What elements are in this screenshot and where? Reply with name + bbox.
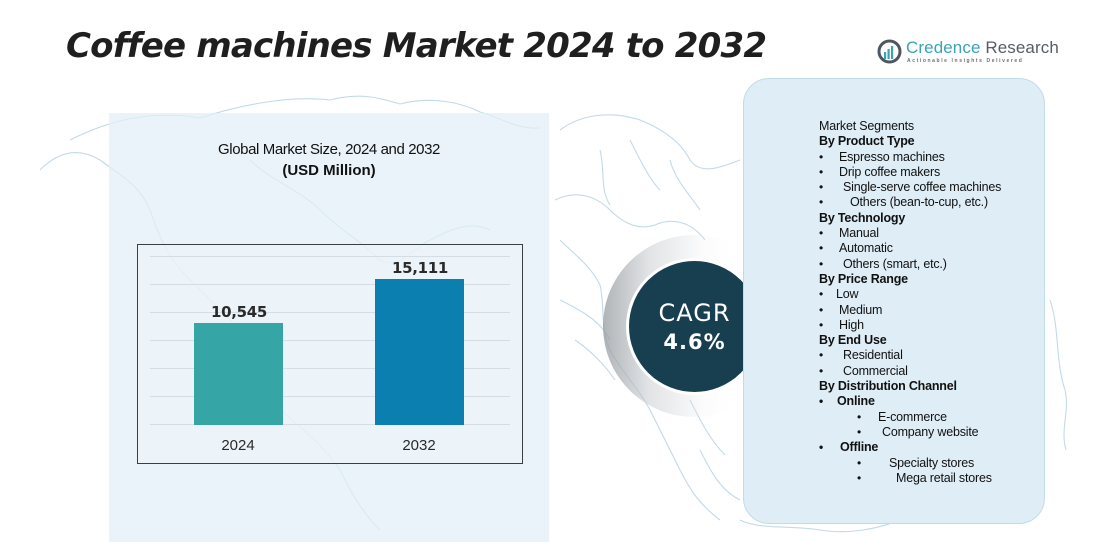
segment-text: High <box>839 317 864 332</box>
page-title: Coffee machines Market 2024 to 2032 <box>66 26 767 66</box>
segment-text: Manual <box>839 226 879 241</box>
logo-wordmark: Credence Research <box>906 38 1059 58</box>
brand-logo: Credence Research Actionable Insights De… <box>877 38 1059 66</box>
segment-text: Others (smart, etc.) <box>843 256 947 271</box>
bullet-icon: • <box>819 287 824 302</box>
logo-name-part1: Credence <box>906 38 981 57</box>
cagr-label: CAGR <box>658 298 731 327</box>
bullet-icon: • <box>819 195 824 210</box>
bullet-icon: • <box>819 241 824 256</box>
segment-text: Espresso machines <box>839 149 945 164</box>
segment-item: • Others (bean-to-cup, etc.) <box>819 195 1049 210</box>
segment-category: By Price Range <box>819 272 1049 287</box>
bullet-icon: • <box>819 164 824 179</box>
bullet-icon: • <box>857 424 862 439</box>
segment-text: Low <box>836 287 859 302</box>
gridline <box>150 284 510 285</box>
segment-item: • Medium <box>819 303 1049 318</box>
bullet-icon: • <box>819 302 824 317</box>
segment-text: Single-serve coffee machines <box>843 180 1002 195</box>
bar-2024 <box>194 323 283 425</box>
bullet-icon: • <box>819 317 824 332</box>
segments-heading: Market Segments <box>819 119 1049 134</box>
segment-item: • Espresso machines <box>819 150 1049 165</box>
bullet-icon: • <box>857 470 862 485</box>
gridline <box>150 340 510 341</box>
bar-value-label-2032: 15,111 <box>391 259 449 277</box>
gridline <box>150 424 510 425</box>
segment-text: By Technology <box>819 210 906 225</box>
market-segments-panel <box>743 78 1045 524</box>
chart-title: Global Market Size, 2024 and 2032 <box>218 141 440 158</box>
segment-item: • Manual <box>819 226 1049 241</box>
segment-item: • Others (smart, etc.) <box>819 257 1049 272</box>
segment-text: By Distribution Channel <box>819 379 957 394</box>
segment-item: • High <box>819 318 1049 333</box>
segment-category: By Product Type <box>819 134 1049 149</box>
segment-text: E-commerce <box>878 409 947 424</box>
gridline <box>150 312 510 313</box>
x-axis-label-2032: 2032 <box>402 437 436 454</box>
chart-unit: (USD Million) <box>282 162 376 179</box>
bullet-icon: • <box>819 440 824 455</box>
bullet-icon: • <box>819 394 824 409</box>
segment-item: • Company website <box>819 425 1049 440</box>
segment-text: Automatic <box>839 241 893 256</box>
segment-item: • Offline <box>819 440 1049 455</box>
bar-chart: 10,545 2024 15,111 2032 <box>137 244 523 464</box>
gridline <box>150 396 510 397</box>
bar-value-label-2024: 10,545 <box>210 303 268 321</box>
segment-text: Company website <box>882 424 979 439</box>
market-segments-list: Market Segments By Product Type • Espresso … <box>819 119 1049 486</box>
segment-text: Online <box>837 394 875 409</box>
bar-chart-in-circle-icon <box>877 39 902 64</box>
gridline <box>150 368 510 369</box>
segment-text: Commercial <box>843 363 908 378</box>
segment-item: • Mega retail stores <box>819 471 1049 486</box>
segment-text: Market Segments <box>819 119 914 133</box>
x-axis-label-2024: 2024 <box>221 437 255 454</box>
bullet-icon: • <box>819 180 824 195</box>
cagr-value: 4.6% <box>663 329 726 354</box>
segment-text: Others (bean-to-cup, etc.) <box>850 195 988 210</box>
segment-text: By End Use <box>819 333 887 348</box>
logo-tagline: Actionable Insights Delivered <box>907 58 1024 64</box>
gridline <box>150 256 510 257</box>
segment-category: By Technology <box>819 211 1049 226</box>
bullet-icon: • <box>819 149 824 164</box>
segment-category: By Distribution Channel <box>819 379 1049 394</box>
segment-text: Specialty stores <box>889 455 975 470</box>
bullet-icon: • <box>819 256 824 271</box>
bullet-icon: • <box>857 409 862 424</box>
segment-item: • Single-serve coffee machines <box>819 180 1049 195</box>
segment-item: • Drip coffee makers <box>819 165 1049 180</box>
logo-name-part2: Research <box>980 38 1059 57</box>
segment-text: Residential <box>843 348 903 363</box>
segment-item: • Automatic <box>819 241 1049 256</box>
bullet-icon: • <box>857 455 862 470</box>
segment-text: Offline <box>840 440 879 455</box>
segment-item: • Residential <box>819 348 1049 363</box>
segment-item: • Commercial <box>819 364 1049 379</box>
segment-text: By Product Type <box>819 134 915 149</box>
segment-item: • Low <box>819 287 1049 302</box>
bullet-icon: • <box>819 348 824 363</box>
bar-2032 <box>375 279 464 425</box>
segment-item: • Specialty stores <box>819 456 1049 471</box>
bullet-icon: • <box>819 226 824 241</box>
cagr-badge: CAGR 4.6% <box>626 258 763 395</box>
segment-text: By Price Range <box>819 271 908 286</box>
bullet-icon: • <box>819 363 824 378</box>
segment-text: Medium <box>839 302 883 317</box>
segment-item: • Online <box>819 394 1049 409</box>
segment-text: Mega retail stores <box>896 470 992 485</box>
segment-item: • E-commerce <box>819 410 1049 425</box>
segment-text: Drip coffee makers <box>839 164 941 179</box>
segment-category: By End Use <box>819 333 1049 348</box>
